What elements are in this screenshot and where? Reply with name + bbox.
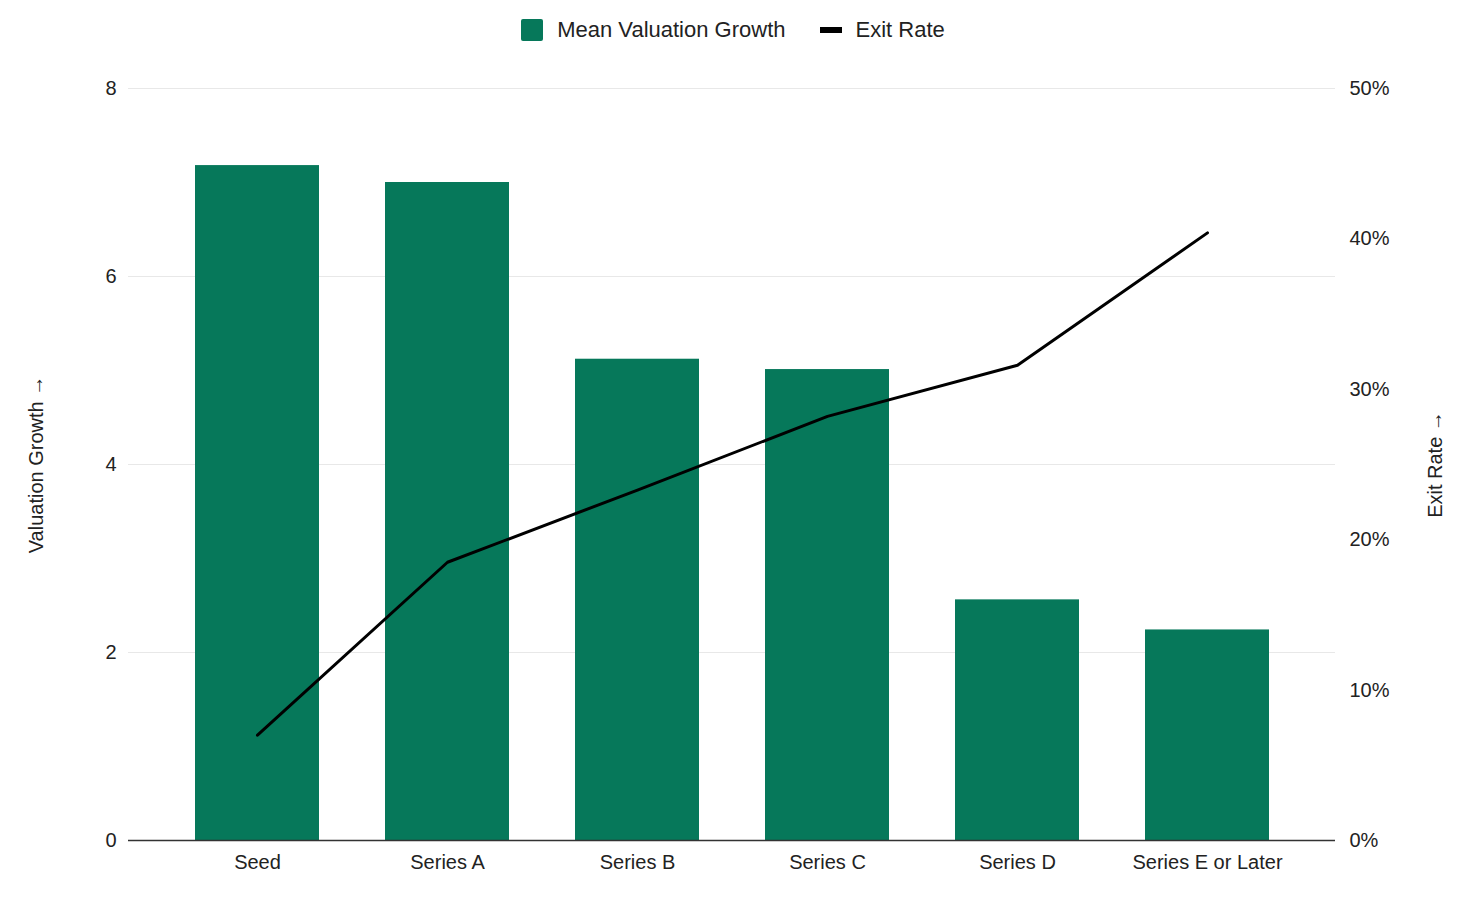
svg-text:Series D: Series D (979, 851, 1056, 873)
svg-text:50%: 50% (1350, 77, 1390, 99)
svg-text:Seed: Seed (234, 851, 281, 873)
svg-text:20%: 20% (1350, 528, 1390, 550)
svg-text:0%: 0% (1350, 829, 1379, 851)
svg-text:4: 4 (105, 453, 116, 475)
svg-text:Valuation Growth →: Valuation Growth → (25, 376, 47, 554)
svg-text:Series C: Series C (789, 851, 866, 873)
svg-text:10%: 10% (1350, 679, 1390, 701)
svg-text:Exit Rate →: Exit Rate → (1424, 411, 1446, 518)
svg-text:2: 2 (105, 641, 116, 663)
svg-text:Series B: Series B (600, 851, 676, 873)
svg-text:6: 6 (105, 265, 116, 287)
svg-text:Series E or Later: Series E or Later (1132, 851, 1282, 873)
svg-text:40%: 40% (1350, 227, 1390, 249)
html-text:Exit Rate: Exit Rate (855, 17, 945, 42)
html-text:Mean Valuation Growth: Mean Valuation Growth (557, 17, 786, 42)
svg-text:Series A: Series A (410, 851, 485, 873)
svg-text:30%: 30% (1350, 378, 1390, 400)
svg-text:8: 8 (105, 77, 116, 99)
svg-text:0: 0 (105, 829, 116, 851)
